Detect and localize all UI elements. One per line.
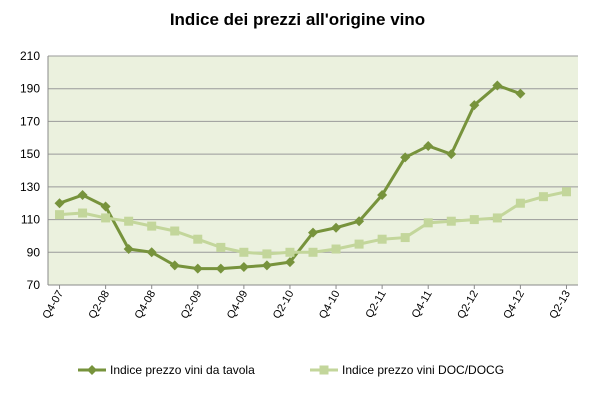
data-point-marker xyxy=(78,208,88,218)
data-point-marker xyxy=(124,216,134,226)
data-point-marker xyxy=(193,234,203,244)
data-point-marker xyxy=(561,187,571,197)
data-point-marker xyxy=(492,80,503,91)
data-point-marker xyxy=(469,100,480,111)
data-point-marker xyxy=(354,216,365,227)
y-tick-label: 70 xyxy=(27,278,41,292)
data-point-marker xyxy=(308,227,318,238)
series-1 xyxy=(54,80,526,274)
data-point-marker xyxy=(354,239,364,249)
data-point-marker xyxy=(55,210,65,220)
data-point-marker xyxy=(170,226,180,236)
y-tick-label: 110 xyxy=(21,213,40,227)
data-point-marker xyxy=(446,216,456,226)
data-point-marker xyxy=(54,198,65,209)
x-tick-label: Q4-09 xyxy=(225,289,251,321)
data-point-marker xyxy=(377,234,387,244)
chart-title: Indice dei prezzi all'origine vino xyxy=(169,10,426,29)
data-point-marker xyxy=(446,149,457,160)
data-point-marker xyxy=(308,247,318,257)
x-tick-label: Q2-10 xyxy=(271,289,297,321)
x-tick-label: Q2-09 xyxy=(179,289,205,321)
legend-label: Indice prezzo vini da tavola xyxy=(110,363,255,377)
data-point-marker xyxy=(239,247,249,257)
x-tick-label: Q4-07 xyxy=(40,289,66,321)
data-point-marker xyxy=(538,192,548,202)
x-tick-label: Q4-10 xyxy=(317,289,343,321)
data-point-marker xyxy=(492,213,502,223)
data-point-marker xyxy=(146,247,157,258)
y-tick-label: 150 xyxy=(20,147,40,161)
data-point-marker xyxy=(101,213,111,223)
data-point-marker xyxy=(238,262,249,273)
data-point-marker xyxy=(262,249,272,259)
y-tick-label: 210 xyxy=(20,49,40,63)
x-tick-label: Q4-12 xyxy=(501,289,527,321)
data-point-marker xyxy=(169,260,180,271)
data-point-marker xyxy=(331,222,342,233)
x-tick-label: Q2-11 xyxy=(363,289,388,321)
series-layer xyxy=(54,80,571,274)
x-tick-label: Q4-08 xyxy=(133,289,159,321)
x-tick-label: Q2-12 xyxy=(455,289,481,321)
x-tick-label: Q2-08 xyxy=(87,289,113,321)
data-point-marker xyxy=(284,257,295,268)
y-tick-label: 170 xyxy=(20,114,40,128)
x-axis: Q4-07 Q2-08 Q4-08 Q2-09 Q4-09 Q2-10 Q4-10 Q2-11… xyxy=(40,284,578,321)
y-tick-label: 90 xyxy=(27,245,41,259)
data-point-marker xyxy=(377,190,388,201)
x-tick-label: Q4-11 xyxy=(410,289,435,321)
series-2 xyxy=(55,187,571,259)
data-point-marker xyxy=(515,88,526,99)
data-point-marker xyxy=(469,215,479,225)
data-point-marker xyxy=(423,218,433,228)
data-point-marker xyxy=(216,242,226,252)
data-point-marker xyxy=(285,247,295,257)
legend-item: Indice prezzo vini da tavola xyxy=(78,363,255,377)
x-tick-label: Q2-13 xyxy=(547,289,573,321)
data-point-marker xyxy=(215,263,226,274)
legend-label: Indice prezzo vini DOC/DOCG xyxy=(342,363,504,377)
data-point-marker xyxy=(192,263,203,274)
data-point-marker xyxy=(515,198,525,208)
y-axis: 70 90 110 130 150 170 190 210 xyxy=(20,49,49,292)
data-point-marker xyxy=(123,244,134,255)
data-point-marker xyxy=(331,244,341,254)
data-point-marker xyxy=(261,260,272,271)
plot-area xyxy=(48,56,578,285)
data-point-marker xyxy=(147,221,157,231)
data-point-marker xyxy=(423,140,434,151)
data-point-marker xyxy=(400,233,410,243)
legend-item: Indice prezzo vini DOC/DOCG xyxy=(310,363,504,377)
data-point-marker xyxy=(100,201,111,212)
legend-marker xyxy=(87,365,97,375)
y-tick-label: 190 xyxy=(20,82,40,96)
data-point-marker xyxy=(400,152,411,163)
data-point-marker xyxy=(77,190,88,201)
y-tick-label: 130 xyxy=(20,180,40,194)
legend: Indice prezzo vini da tavola Indice prezz… xyxy=(78,363,504,377)
legend-marker xyxy=(319,365,329,375)
